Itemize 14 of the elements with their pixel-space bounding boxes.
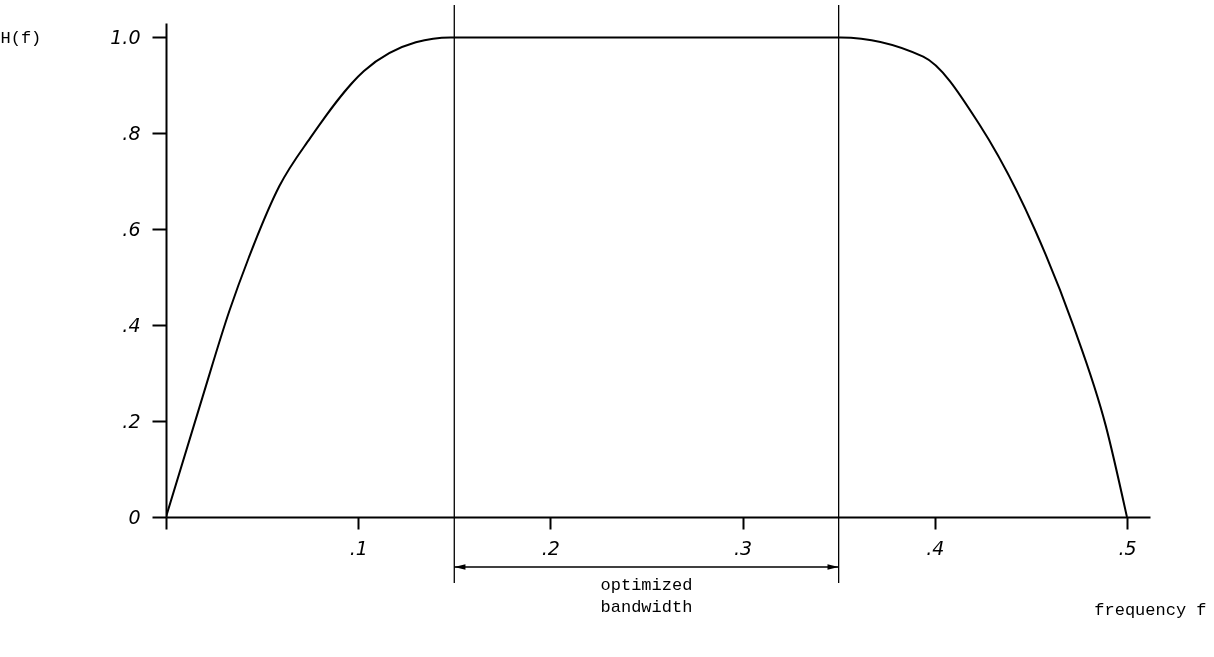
y-tick-label: .2 — [122, 409, 141, 432]
x-tick-label: .5 — [1118, 536, 1137, 559]
y-tick-label: .8 — [122, 121, 141, 144]
y-tick-label: .4 — [122, 313, 141, 336]
x-axis-title: frequency f — [1094, 600, 1207, 620]
x-tick-label: .4 — [926, 536, 945, 559]
y-tick-label: .6 — [122, 217, 141, 240]
x-tick-label: .3 — [733, 536, 753, 559]
y-tick-label: 1.0 — [110, 25, 141, 48]
y-axis-title: H(f) — [0, 28, 42, 48]
y-tick-label: 0 — [128, 505, 141, 528]
text: optimized bandwidth — [600, 576, 693, 617]
x-tick-label: .1 — [349, 536, 368, 559]
x-tick-label: .2 — [541, 536, 560, 559]
